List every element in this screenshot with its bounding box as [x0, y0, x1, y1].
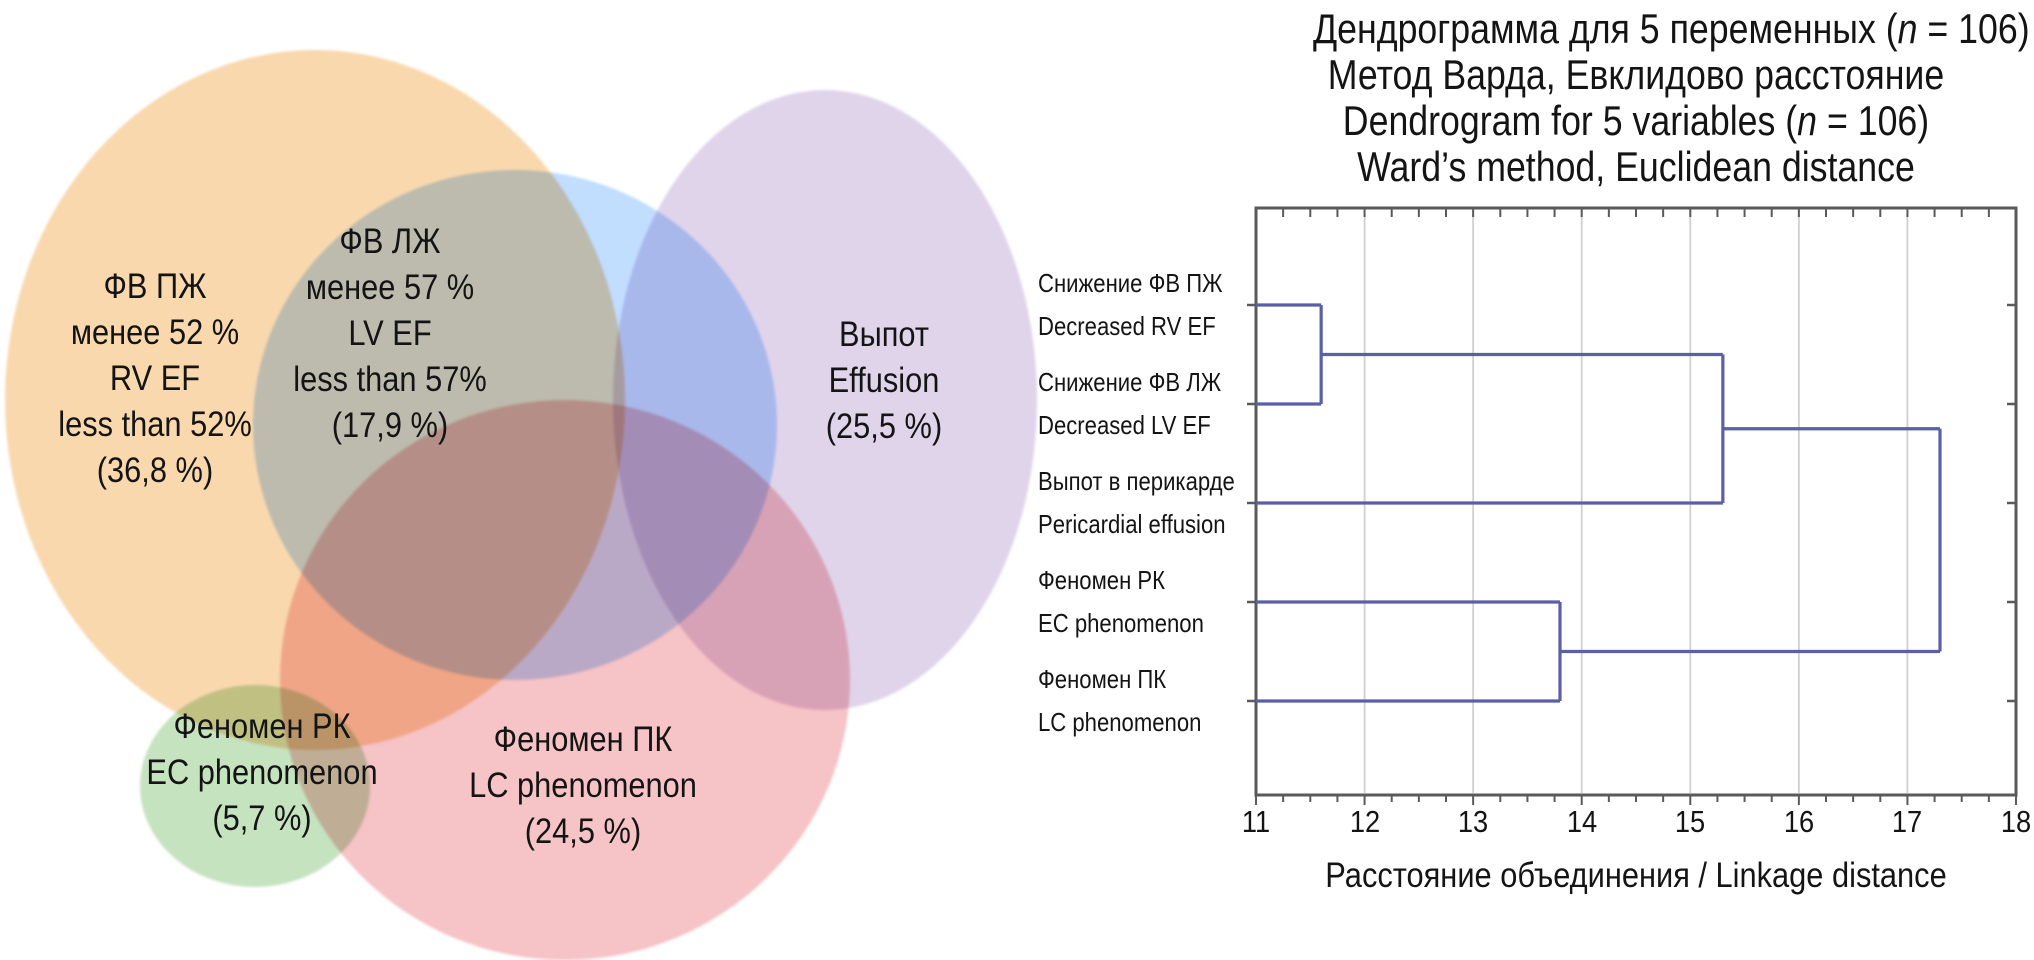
title-line-en-1: Dendrogram for 5 variables (n = 106): [1342, 97, 1930, 144]
dendrogram-title: Дендрограмма для 5 переменных (n = 106) …: [1313, 5, 2030, 190]
leaf-label-en: Decreased RV EF: [1038, 311, 1216, 341]
venn-label-ec-phenomenon: Феномен РК EC phenomenon (5,7 %): [0, 704, 535, 842]
venn-label-line: LV EF: [348, 314, 432, 353]
venn-label-lv-ef: ФВ ЛЖ менее 57 % LV EF less than 57% (17…: [117, 219, 663, 449]
venn-circle-lc-phenomenon: [280, 400, 850, 960]
title-line-ru-1: Дендрограмма для 5 переменных (n = 106): [1313, 5, 2030, 52]
venn-label-effusion: Выпот Effusion (25,5 %): [611, 312, 1157, 450]
venn-label-line: Effusion: [828, 361, 940, 400]
venn-label-percent: (17,9 %): [331, 406, 449, 445]
venn-label-line: less than 57%: [293, 360, 487, 399]
x-axis-label: Расстояние объединения / Linkage distanc…: [1325, 856, 1947, 895]
venn-label-percent: (25,5 %): [825, 407, 943, 446]
venn-label-line: ФВ ЛЖ: [339, 222, 441, 261]
venn-circle-layer: [5, 50, 1037, 960]
venn-label-line: ФВ ПЖ: [103, 267, 207, 306]
leaf-label-ru: Феномен ПК: [1038, 664, 1167, 694]
leaf-label-en: EC phenomenon: [1038, 608, 1204, 638]
leaf-label-decreased-lv-ef: Снижение ФВ ЛЖ Decreased LV EF: [1038, 361, 1395, 447]
venn-label-line: Феномен РК: [173, 707, 351, 746]
leaf-label-ru: Снижение ФВ ЛЖ: [1038, 367, 1222, 397]
leaf-label-en: Pericardial effusion: [1038, 509, 1226, 539]
venn-label-line: RV EF: [109, 359, 201, 398]
leaf-label-ru: Феномен РК: [1038, 565, 1166, 595]
x-tick-label-12: 12: [1349, 804, 1381, 839]
x-tick-label-17: 17: [1891, 804, 1923, 839]
venn-label-rv-ef: ФВ ПЖ менее 52 % RV EF less than 52% (36…: [0, 264, 428, 494]
leaf-label-en: LC phenomenon: [1038, 707, 1202, 737]
venn-label-line: LC phenomenon: [469, 766, 697, 805]
venn-label-line: less than 52%: [58, 405, 252, 444]
venn-label-percent: (24,5 %): [524, 812, 642, 851]
leaf-label-pericardial-effusion: Выпот в перикарде Pericardial effusion: [1038, 460, 1395, 546]
venn-label-lc-phenomenon: Феномен ПК LC phenomenon (24,5 %): [310, 717, 856, 855]
venn-label-line: Феномен ПК: [493, 720, 673, 759]
leaf-label-en: Decreased LV EF: [1038, 410, 1211, 440]
venn-diagram: ФВ ПЖ менее 52 % RV EF less than 52% (36…: [0, 50, 1037, 960]
x-tick-label-14: 14: [1566, 804, 1598, 839]
venn-label-line: Выпот: [839, 315, 929, 354]
venn-label-line: EC phenomenon: [146, 753, 378, 792]
x-tick-label-11: 11: [1241, 804, 1271, 839]
leaf-label-ec-phenomenon: Феномен РК EC phenomenon: [1038, 559, 1395, 645]
venn-label-percent: (36,8 %): [96, 451, 214, 490]
venn-label-line: менее 52 %: [70, 313, 240, 352]
x-tick-label-16: 16: [1783, 804, 1815, 839]
venn-label-percent: (5,7 %): [212, 799, 312, 838]
title-line-ru-2: Метод Варда, Евклидово расстояние: [1327, 51, 1945, 98]
leaf-label-ru: Снижение ФВ ПЖ: [1038, 268, 1223, 298]
title-line-en-2: Ward’s method, Euclidean distance: [1357, 143, 1915, 190]
x-tick-label-13: 13: [1457, 804, 1489, 839]
leaf-label-lc-phenomenon: Феномен ПК LC phenomenon: [1038, 658, 1395, 744]
leaf-label-decreased-rv-ef: Снижение ФВ ПЖ Decreased RV EF: [1038, 262, 1395, 348]
x-tick-label-15: 15: [1674, 804, 1706, 839]
leaf-label-ru: Выпот в перикарде: [1038, 466, 1235, 496]
x-tick-label-18: 18: [2000, 804, 2032, 839]
venn-label-line: менее 57 %: [305, 268, 475, 307]
